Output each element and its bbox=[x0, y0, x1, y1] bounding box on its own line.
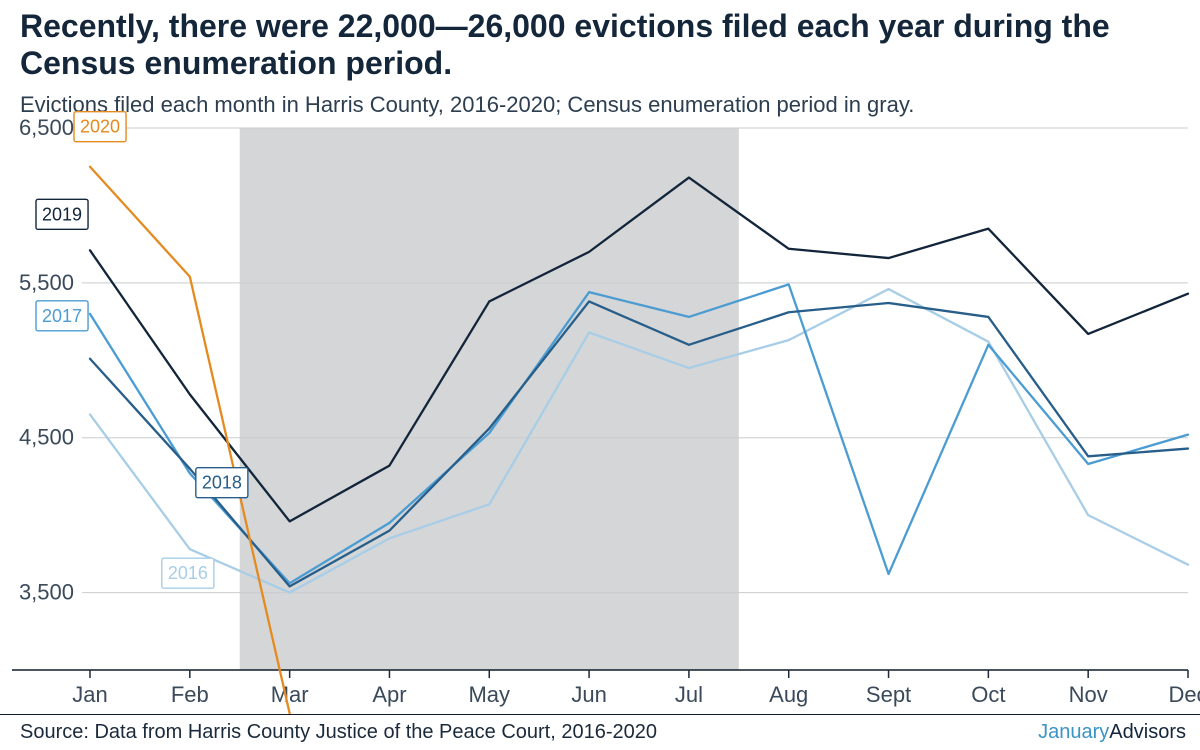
x-tick-label: Nov bbox=[1069, 682, 1108, 707]
source-text: Source: Data from Harris County Justice … bbox=[20, 721, 657, 744]
chart-footer: Source: Data from Harris County Justice … bbox=[0, 714, 1200, 750]
series-label-2020: 2020 bbox=[80, 117, 120, 137]
x-tick-label: Feb bbox=[171, 682, 209, 707]
x-tick-label: Aug bbox=[769, 682, 808, 707]
brand-part-b: Advisors bbox=[1109, 721, 1186, 743]
x-tick-label: Apr bbox=[372, 682, 406, 707]
y-tick-label: 3,500 bbox=[19, 580, 74, 605]
x-tick-label: May bbox=[468, 682, 510, 707]
x-tick-label: Jan bbox=[72, 682, 107, 707]
series-label-2019: 2019 bbox=[42, 204, 82, 224]
x-tick-label: Jul bbox=[675, 682, 703, 707]
line-chart: 3,500 4,500 5,500 6,500 Jan Feb Mar Apr May Jun Ju… bbox=[0, 0, 1200, 714]
brand-logo: JanuaryAdvisors bbox=[1038, 721, 1186, 744]
y-tick-label: 6,500 bbox=[19, 115, 74, 140]
y-tick-label: 5,500 bbox=[19, 270, 74, 295]
series-label-2017: 2017 bbox=[42, 306, 82, 326]
x-tick-label: Jun bbox=[571, 682, 606, 707]
census-shade bbox=[240, 128, 739, 670]
y-tick-label: 4,500 bbox=[19, 425, 74, 450]
series-label-2016: 2016 bbox=[168, 563, 208, 583]
x-tick-label: Mar bbox=[271, 682, 309, 707]
x-tick-label: Sept bbox=[866, 682, 911, 707]
x-tick-label: Dec bbox=[1168, 682, 1200, 707]
series-label-2018: 2018 bbox=[202, 473, 242, 493]
brand-part-a: January bbox=[1038, 721, 1109, 743]
x-tick-label: Oct bbox=[971, 682, 1005, 707]
chart-container: { "title": "Recently, there were 22,000—… bbox=[0, 0, 1200, 750]
